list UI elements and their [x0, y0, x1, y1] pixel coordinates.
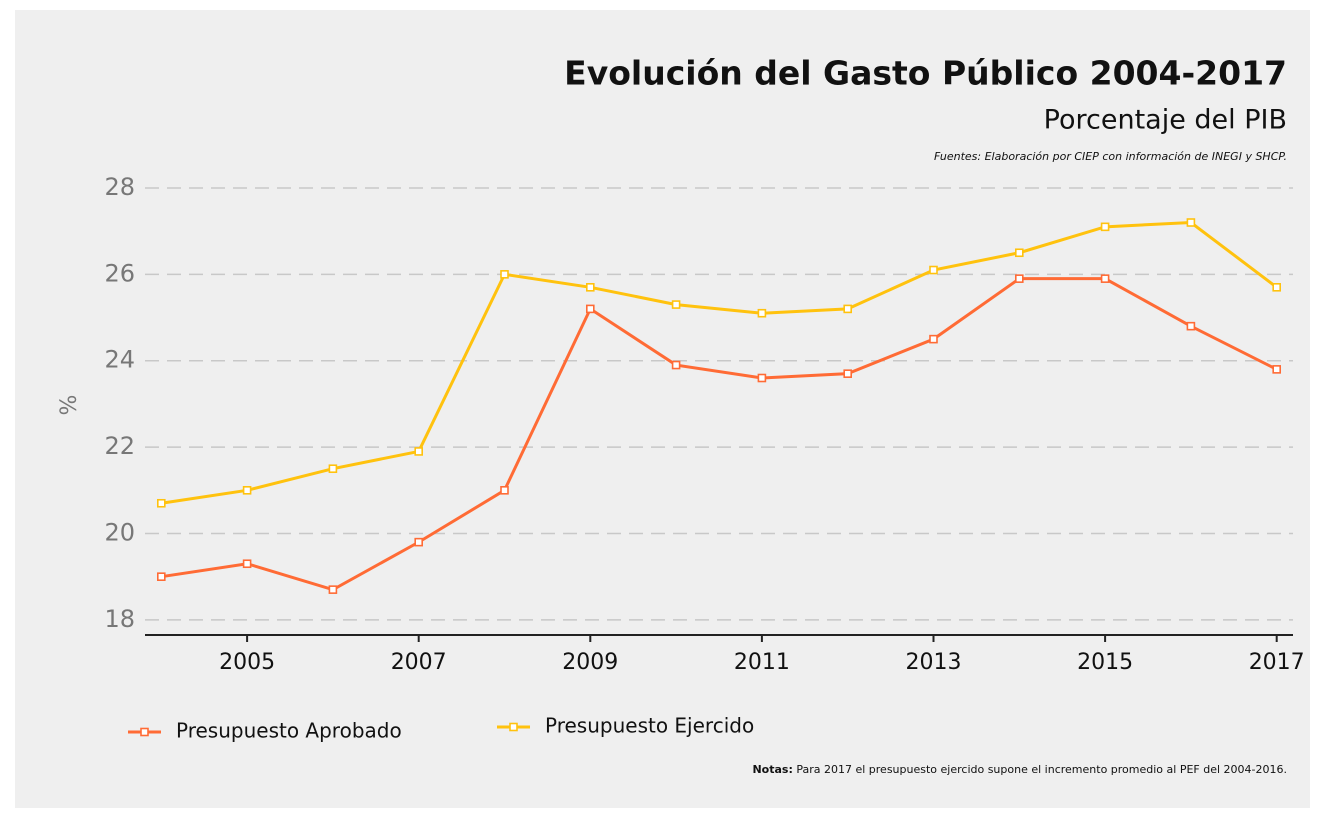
point-marker	[242, 559, 252, 569]
x-tick-label: 2009	[562, 650, 618, 675]
y-tick-label: 18	[104, 605, 135, 633]
y-tick-label: 28	[104, 173, 135, 201]
series-line	[161, 220, 1278, 505]
point-marker	[1186, 218, 1196, 227]
point-marker	[157, 572, 166, 581]
point-marker	[157, 498, 166, 508]
point-marker	[757, 308, 767, 318]
point-marker	[929, 334, 938, 344]
point-marker	[500, 486, 509, 495]
point-marker	[1272, 365, 1281, 374]
point-marker	[242, 486, 252, 495]
series-line	[161, 277, 1278, 592]
point-marker	[1100, 222, 1110, 232]
point-marker	[843, 304, 852, 314]
x-tick-label: 2007	[391, 650, 447, 675]
point-marker	[671, 300, 681, 309]
x-tick-label: 2015	[1077, 650, 1133, 675]
x-tick-label: 2005	[219, 650, 275, 675]
point-marker	[1186, 321, 1196, 331]
point-marker	[328, 464, 338, 474]
note-text: Para 2017 el presupuesto ejercido supone…	[796, 763, 1287, 776]
point-marker	[757, 373, 767, 383]
point-marker	[1272, 283, 1281, 292]
point-marker	[1014, 248, 1024, 258]
y-axis-label: %	[57, 395, 82, 416]
point-marker	[1014, 274, 1024, 283]
chart-title: Evolución del Gasto Público 2004-2017	[564, 54, 1287, 93]
legend-marker	[509, 722, 518, 732]
source: Fuentes: Elaboración por CIEP con inform…	[934, 150, 1287, 163]
point-marker	[586, 283, 595, 292]
note-label: Notas:	[752, 763, 792, 776]
legend-marker	[140, 727, 149, 737]
y-tick-label: 20	[104, 518, 135, 546]
x-tick-label: 2017	[1249, 650, 1305, 675]
point-marker	[500, 270, 509, 279]
y-tick-label: 24	[104, 346, 135, 374]
point-marker	[414, 537, 424, 547]
x-tick-label: 2011	[734, 650, 790, 675]
point-marker	[1100, 274, 1110, 283]
point-marker	[929, 265, 938, 275]
point-marker	[586, 304, 595, 314]
x-tick-label: 2013	[905, 650, 961, 675]
y-tick-label: 26	[104, 259, 135, 287]
y-tick-label: 22	[104, 432, 135, 460]
point-marker	[328, 585, 338, 594]
chart-subtitle: Porcentaje del PIB	[1044, 105, 1287, 136]
point-marker	[414, 447, 424, 456]
legend-label: Presupuesto Aprobado	[176, 719, 402, 743]
panel	[15, 10, 1310, 808]
note: Notas: Para 2017 el presupuesto ejercido…	[752, 763, 1287, 776]
legend-label: Presupuesto Ejercido	[545, 714, 754, 738]
point-marker	[843, 369, 852, 378]
point-marker	[671, 360, 681, 370]
